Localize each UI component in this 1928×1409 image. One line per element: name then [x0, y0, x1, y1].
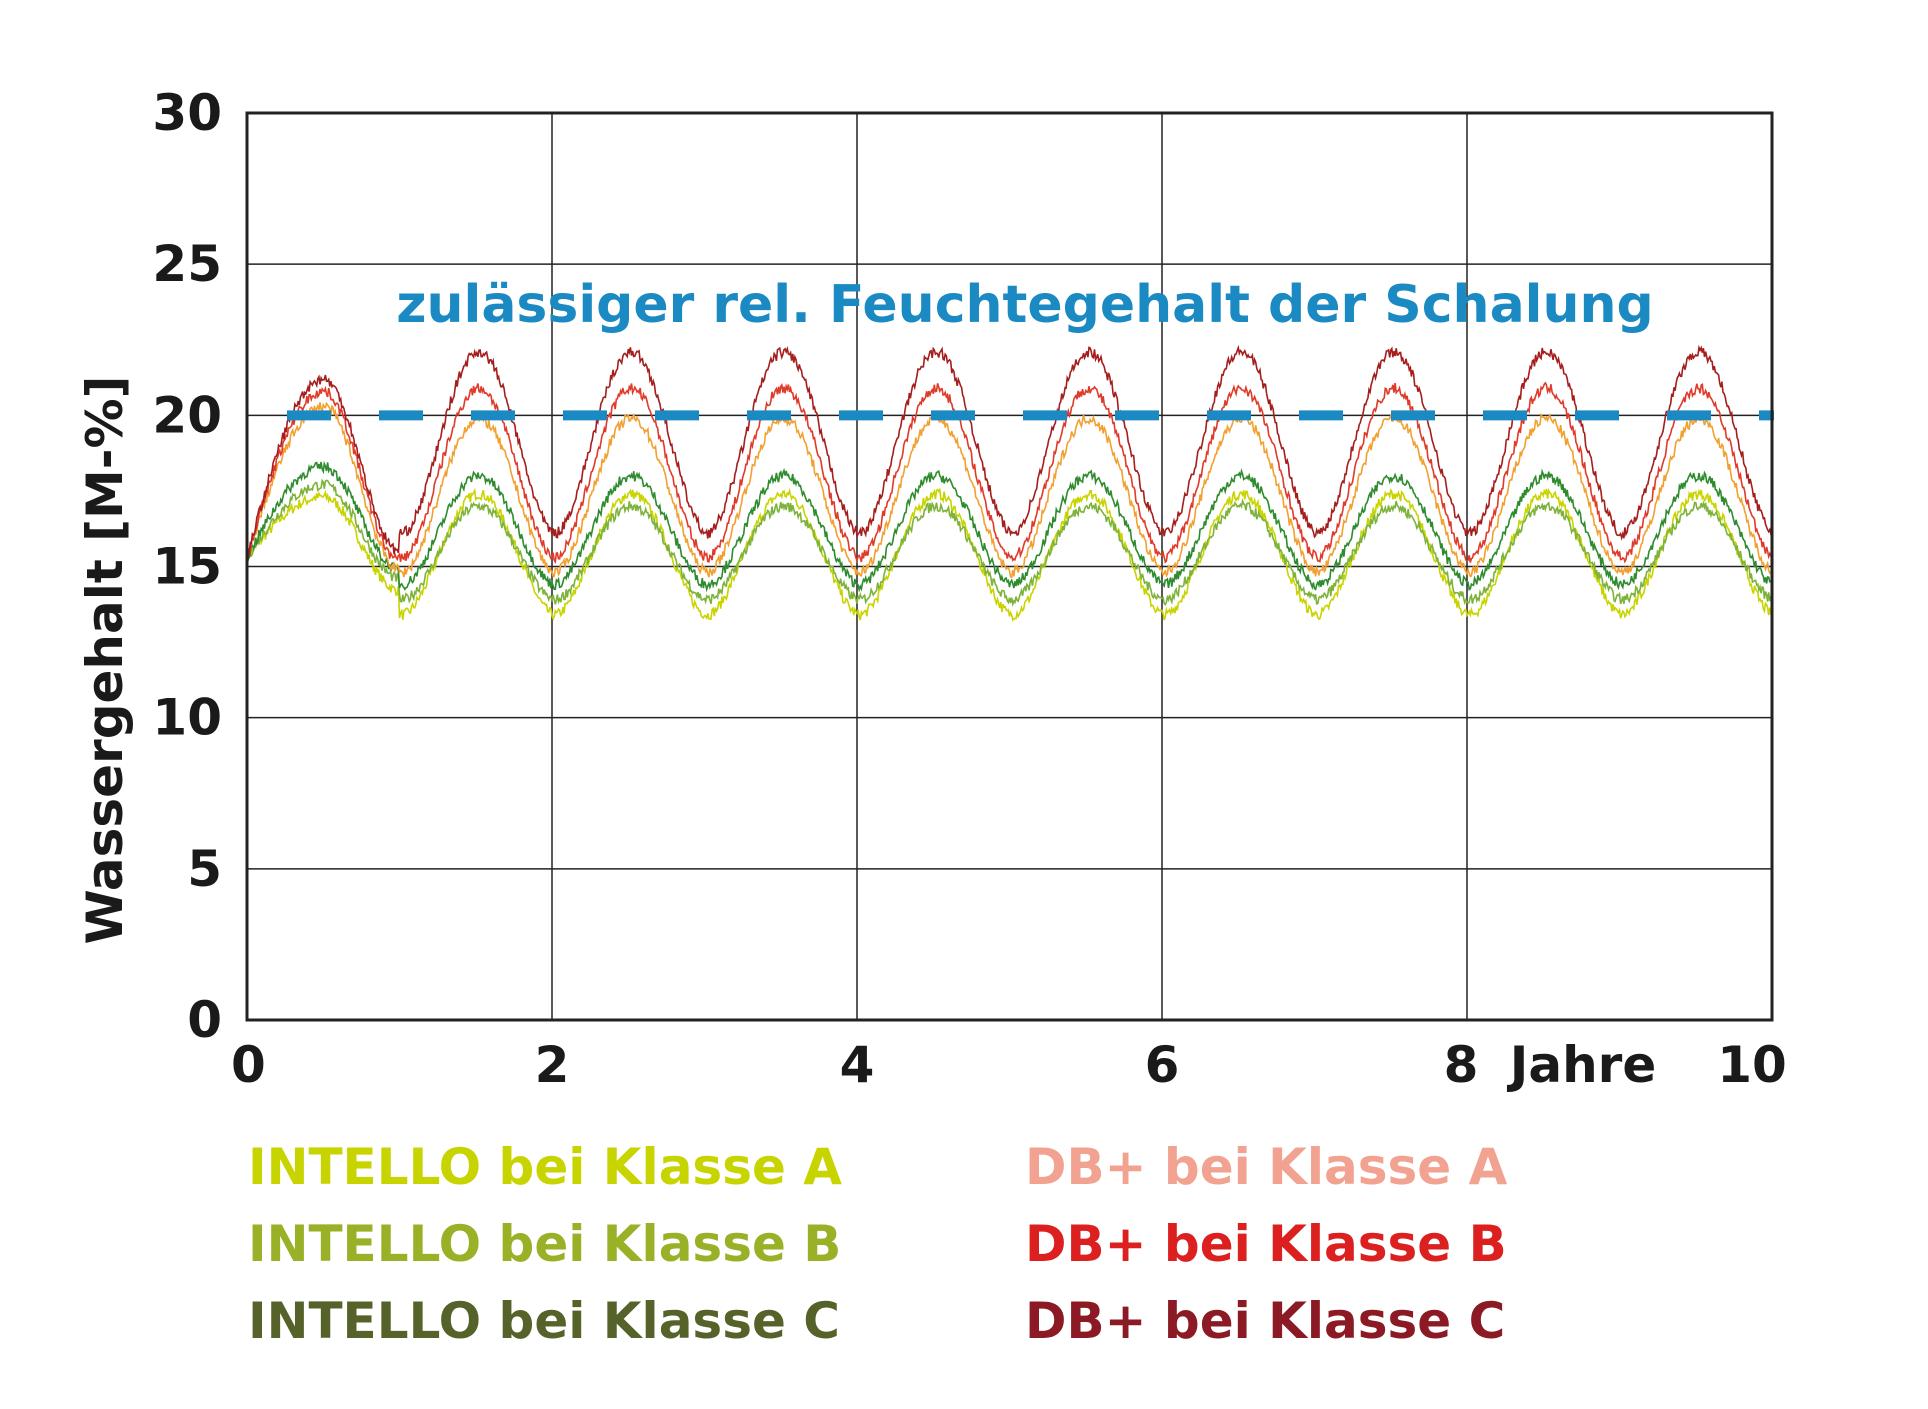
legend-dbplus-a: DB+ bei Klasse A	[1025, 1138, 1508, 1196]
y-tick-labels: 0 5 10 15 20 25 30	[152, 84, 222, 1049]
y-tick-label: 30	[152, 84, 222, 142]
y-tick-label: 15	[152, 538, 222, 596]
x-tick-label: 6	[1145, 1036, 1180, 1094]
x-tick-label: 4	[840, 1036, 875, 1094]
x-tick-label: 8	[1444, 1036, 1479, 1094]
legend-dbplus-b: DB+ bei Klasse B	[1025, 1215, 1507, 1273]
x-tick-label: 2	[535, 1036, 570, 1094]
legend-intello-c: INTELLO bei Klasse C	[248, 1292, 840, 1350]
y-tick-label: 0	[187, 991, 222, 1049]
legend-intello-a: INTELLO bei Klasse A	[248, 1138, 842, 1196]
series-line-1	[246, 487, 1773, 622]
y-tick-label: 5	[187, 840, 222, 898]
plot-frame	[245, 111, 1774, 1022]
series-line-3	[246, 460, 1773, 593]
x-tick-label: 0	[231, 1036, 266, 1094]
legend-dbplus-c: DB+ bei Klasse C	[1025, 1292, 1506, 1350]
legend-intello-b: INTELLO bei Klasse B	[248, 1215, 842, 1273]
series-line-4	[246, 401, 1773, 579]
series-line-2	[246, 478, 1773, 608]
y-tick-label: 10	[152, 689, 222, 747]
y-tick-label: 20	[152, 386, 222, 444]
grid	[246, 112, 1773, 1021]
x-unit-label: Jahre	[1507, 1036, 1657, 1094]
y-tick-label: 25	[152, 235, 222, 293]
series-lines	[246, 344, 1773, 622]
series-line-6	[246, 344, 1773, 559]
y-axis-label: Wassergehalt [M-%]	[76, 376, 134, 945]
x-tick-labels: 0 2 4 6 8 10	[231, 1036, 1787, 1094]
x-tick-label: 10	[1717, 1036, 1787, 1094]
threshold-label: zulässiger rel. Feuchtegehalt der Schalu…	[396, 275, 1654, 335]
